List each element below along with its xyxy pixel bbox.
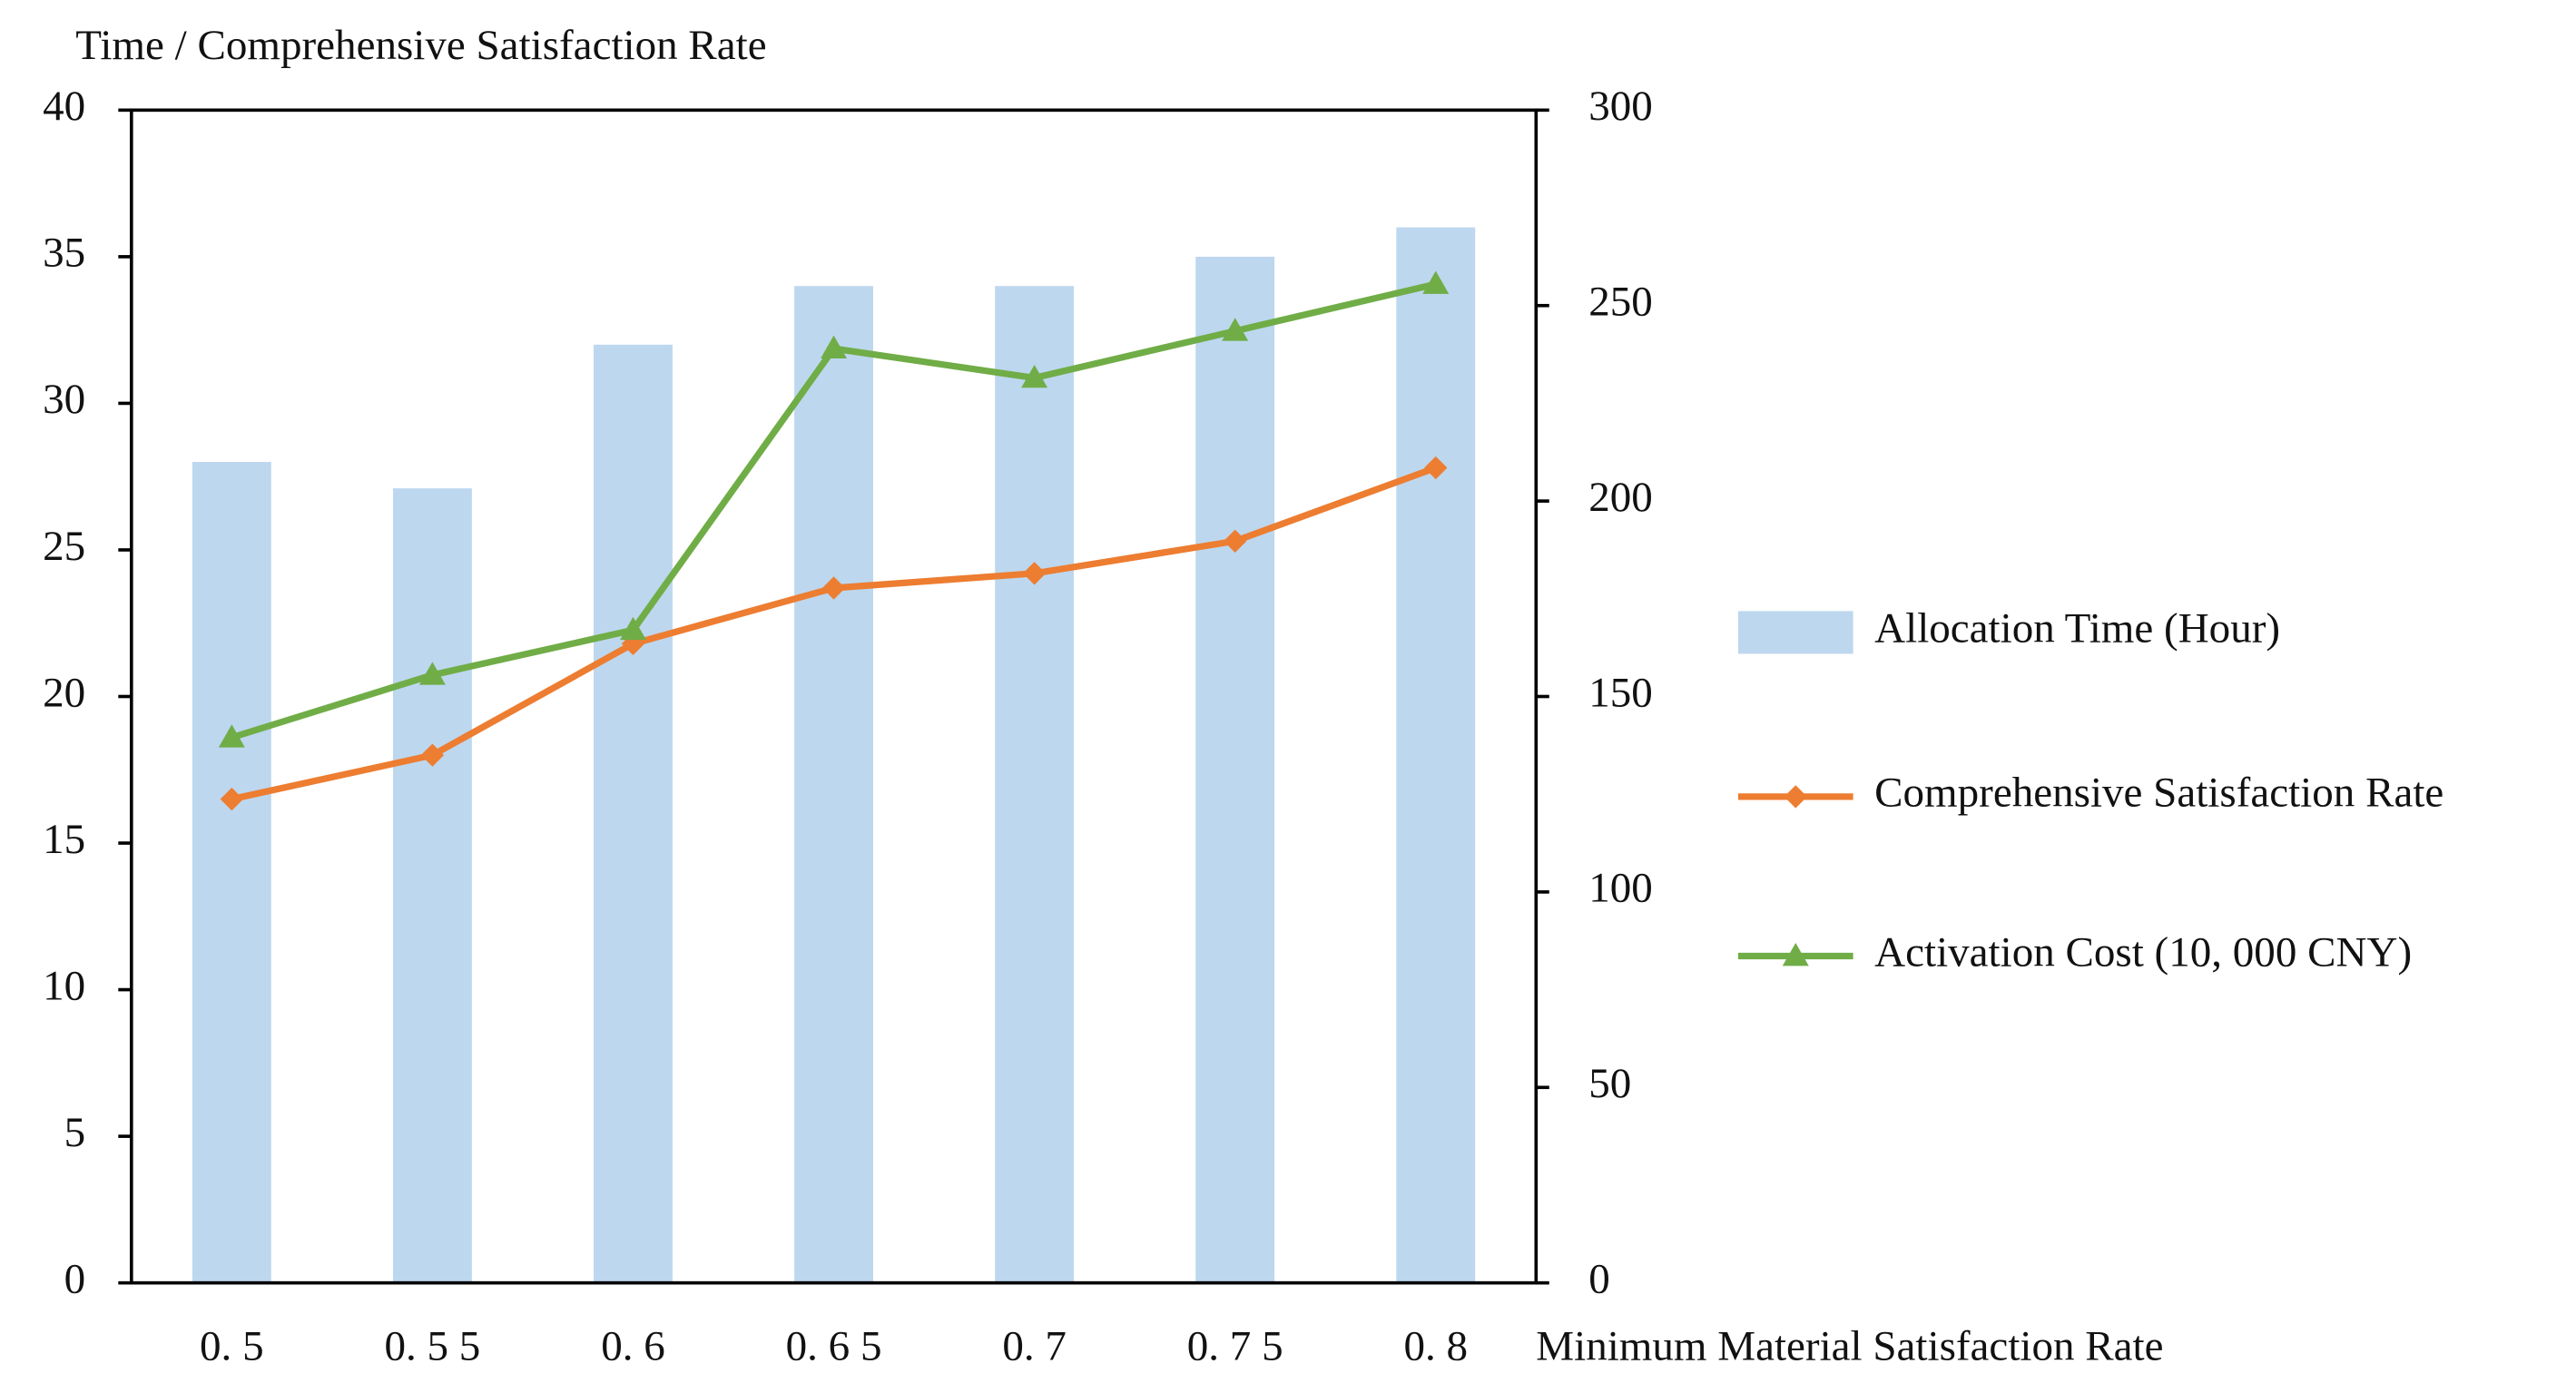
x-tick-label: 0. 5 5 bbox=[384, 1323, 480, 1370]
triangle-marker bbox=[1222, 318, 1249, 341]
legend-label: Activation Cost (10, 000 CNY) bbox=[1874, 928, 2412, 976]
y-tick-label: 40 bbox=[43, 83, 85, 130]
y2-tick-label: 200 bbox=[1588, 474, 1653, 521]
x-tick-label: 0. 6 bbox=[601, 1323, 665, 1370]
y2-tick-label: 50 bbox=[1588, 1060, 1631, 1107]
legend-label: Allocation Time (Hour) bbox=[1874, 605, 2280, 652]
y-tick-label: 5 bbox=[64, 1109, 86, 1156]
legend-label: Comprehensive Satisfaction Rate bbox=[1874, 770, 2443, 817]
x-tick-label: 0. 8 bbox=[1403, 1323, 1468, 1370]
diamond-marker bbox=[420, 743, 445, 767]
bar bbox=[1195, 256, 1275, 1283]
diamond-marker bbox=[1022, 562, 1047, 585]
y2-tick-label: 250 bbox=[1588, 279, 1653, 326]
y-tick-label: 20 bbox=[43, 669, 85, 716]
bar bbox=[392, 488, 472, 1283]
y2-tick-label: 100 bbox=[1588, 865, 1653, 912]
triangle-marker bbox=[1021, 364, 1048, 388]
bar bbox=[1396, 227, 1476, 1283]
y-axis-title: Time / Comprehensive Satisfaction Rate bbox=[75, 22, 766, 69]
bar bbox=[794, 286, 873, 1283]
bar bbox=[594, 344, 673, 1283]
bar bbox=[995, 286, 1075, 1283]
y-tick-label: 0 bbox=[64, 1255, 86, 1302]
triangle-marker bbox=[218, 724, 245, 748]
legend-marker bbox=[1784, 785, 1807, 809]
y-tick-label: 15 bbox=[43, 816, 85, 863]
x-tick-label: 0. 5 bbox=[200, 1323, 264, 1370]
diamond-marker bbox=[821, 576, 846, 600]
diamond-marker bbox=[1424, 456, 1448, 480]
triangle-marker bbox=[418, 662, 446, 685]
x-tick-label: 0. 7 bbox=[1002, 1323, 1067, 1370]
y-tick-label: 25 bbox=[43, 523, 85, 570]
x-tick-label: 0. 7 5 bbox=[1187, 1323, 1283, 1370]
legend-swatch bbox=[1737, 611, 1853, 654]
x-tick-label: 0. 6 5 bbox=[786, 1323, 882, 1370]
y2-tick-label: 300 bbox=[1588, 83, 1653, 130]
y-tick-label: 35 bbox=[43, 230, 85, 277]
x-axis-title: Minimum Material Satisfaction Rate bbox=[1536, 1323, 2163, 1370]
y-tick-label: 30 bbox=[43, 376, 85, 423]
diamond-marker bbox=[1224, 529, 1247, 553]
y2-tick-label: 0 bbox=[1588, 1255, 1610, 1302]
triangle-marker bbox=[821, 335, 848, 358]
triangle-marker bbox=[1422, 270, 1450, 294]
y2-tick-label: 150 bbox=[1588, 669, 1653, 716]
y-tick-label: 10 bbox=[43, 962, 85, 1009]
bar bbox=[192, 462, 271, 1283]
legend-marker bbox=[1782, 942, 1809, 966]
triangle-marker bbox=[619, 616, 646, 641]
